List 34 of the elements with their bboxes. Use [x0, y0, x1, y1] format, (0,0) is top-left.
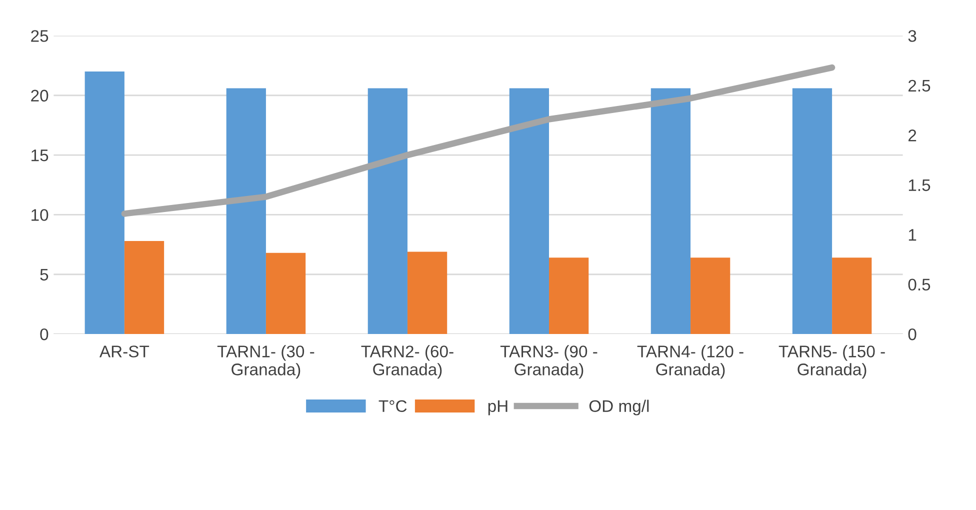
- y-tick-label: 10: [32, 209, 48, 221]
- x-tick-label: TARN5- (150 - Granada): [778, 345, 885, 379]
- y-tick-label: 15: [32, 150, 48, 162]
- y2-tick-label: 2.5: [908, 80, 930, 92]
- bar: [84, 72, 124, 334]
- bar: [690, 258, 730, 334]
- y2-tick-label: 3: [908, 30, 916, 42]
- bar: [407, 252, 448, 334]
- y-tick-label: 0: [40, 328, 48, 340]
- bar: [226, 88, 266, 334]
- x-tick-label: TARN2- (60- Granada): [361, 345, 454, 379]
- bar: [832, 258, 872, 334]
- legend-label: OD mg/l: [589, 400, 649, 416]
- bar: [266, 252, 306, 334]
- y-tick-label: 20: [31, 90, 48, 102]
- y-tick-label: 25: [31, 30, 48, 42]
- bar: [124, 240, 164, 334]
- legend-label: T°C: [378, 400, 407, 412]
- x-tick-label: AR-ST: [99, 346, 150, 358]
- bar: [650, 88, 691, 334]
- bar: [368, 88, 408, 334]
- y2-tick-label: 1: [908, 229, 916, 241]
- y2-tick-label: 0: [908, 328, 916, 340]
- x-tick-label: TARN1- (30 - Granada): [217, 345, 314, 379]
- y2-tick-label: 2: [908, 130, 916, 142]
- x-tick-label: TARN3- (90 - Granada): [500, 345, 598, 379]
- x-tick-label: TARN4- (120 - Granada): [637, 345, 744, 379]
- legend-label: pH: [488, 400, 508, 416]
- y2-tick-label: 1.5: [908, 179, 930, 192]
- bar: [792, 88, 832, 334]
- bar: [549, 258, 589, 334]
- y2-tick-label: 0.5: [908, 278, 930, 291]
- bar: [509, 88, 549, 334]
- y-tick-label: 5: [40, 268, 48, 281]
